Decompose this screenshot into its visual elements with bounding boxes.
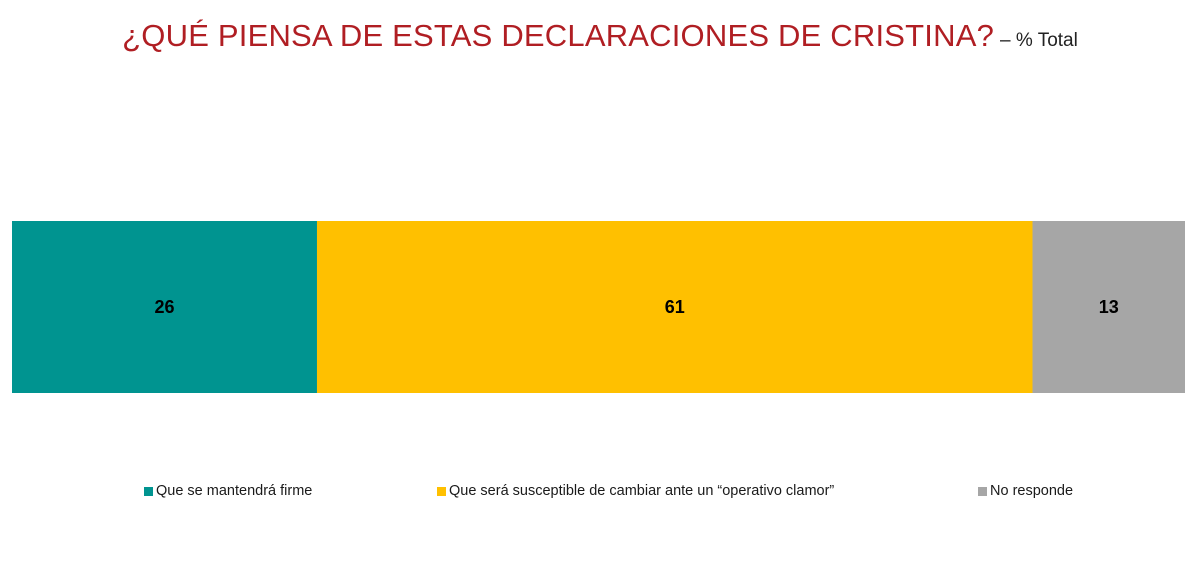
legend-item-operativo-clamor: Que será susceptible de cambiar ante un … [437, 483, 834, 499]
legend-label: Que se mantendrá firme [156, 483, 313, 499]
legend-swatch [144, 486, 153, 496]
legend-swatch [978, 486, 987, 496]
stacked-bar-chart: 26 61 13 [12, 221, 1185, 393]
chart-title: ¿QUÉ PIENSA DE ESTAS DECLARACIONES DE CR… [122, 18, 995, 53]
legend-item-mantendra-firme: Que se mantendrá firme [144, 483, 312, 499]
chart-title-row: ¿QUÉ PIENSA DE ESTAS DECLARACIONES DE CR… [0, 18, 1200, 54]
bar-segment-2 [316, 221, 1033, 393]
data-label-2: 61 [665, 297, 685, 317]
legend-item-no-responde: No responde [978, 483, 1073, 499]
legend-label: Que será susceptible de cambiar ante un … [449, 483, 835, 499]
data-label-1: 26 [154, 297, 174, 317]
chart-subtitle: – % Total [1000, 30, 1078, 51]
bar-segment-3 [1032, 221, 1185, 393]
chart-legend: Que se mantendrá firme Que será suscepti… [0, 483, 1200, 503]
bar-segment-1 [12, 221, 317, 393]
legend-swatch [437, 486, 446, 496]
legend-label: No responde [990, 483, 1074, 499]
data-label-3: 13 [1099, 297, 1119, 317]
chart-svg: 26 61 13 [12, 221, 1185, 393]
